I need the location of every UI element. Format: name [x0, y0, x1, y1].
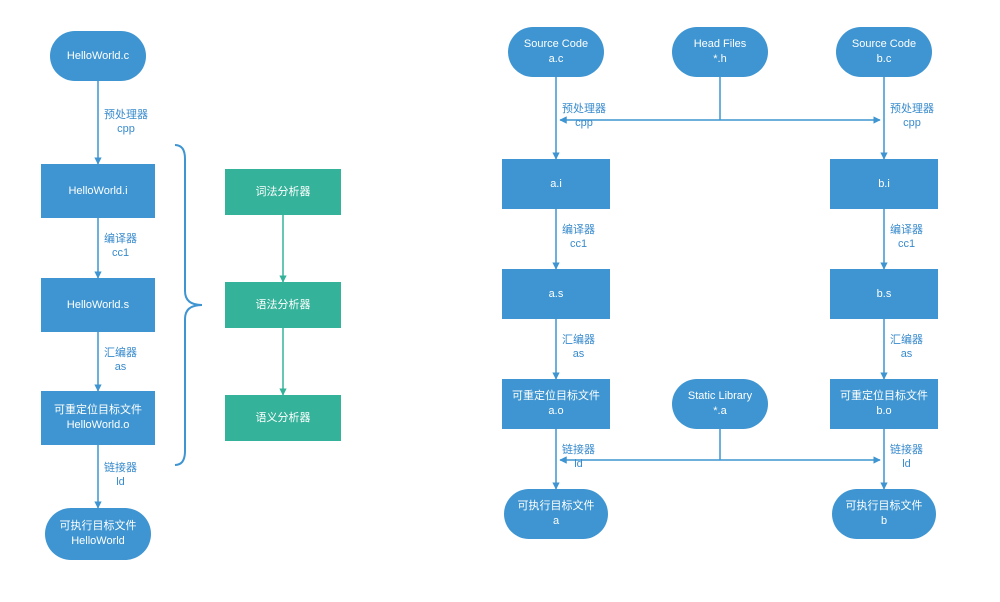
edge-label-le2: 汇编器as: [104, 346, 137, 375]
edge-label-line2: cpp: [104, 122, 148, 136]
edge-label-line1: 预处理器: [562, 102, 606, 116]
node-label-line2: *.h: [713, 52, 726, 67]
edge-label-ae2: 汇编器as: [562, 333, 595, 362]
edge-label-line2: as: [890, 347, 923, 361]
node-label-line2: a.o: [548, 404, 563, 419]
node-l1: HelloWorld.i: [41, 164, 155, 218]
edge-label-be1: 编译器cc1: [890, 223, 923, 252]
node-a2: a.s: [502, 269, 610, 319]
edge-label-line1: 链接器: [562, 443, 595, 457]
node-label-line1: Head Files: [694, 37, 747, 52]
edge-label-line2: as: [562, 347, 595, 361]
node-b1: b.i: [830, 159, 938, 209]
edge-label-line1: 汇编器: [562, 333, 595, 347]
node-l2: HelloWorld.s: [41, 278, 155, 332]
edge-label-le1: 编译器cc1: [104, 232, 137, 261]
node-label: 语义分析器: [256, 411, 311, 426]
edge-label-line2: cpp: [890, 116, 934, 130]
node-m0: Head Files*.h: [672, 27, 768, 77]
edge-label-be3: 链接器ld: [890, 443, 923, 472]
edge-label-line1: 汇编器: [890, 333, 923, 347]
node-a0: Source Codea.c: [508, 27, 604, 77]
edge-label-be2: 汇编器as: [890, 333, 923, 362]
edge-label-line1: 编译器: [104, 232, 137, 246]
node-label-line2: a.c: [549, 52, 564, 67]
edge-label-line1: 链接器: [890, 443, 923, 457]
edge-label-line1: 编译器: [562, 223, 595, 237]
node-label-line2: a: [553, 514, 559, 529]
node-g0: 词法分析器: [225, 169, 341, 215]
node-label-line1: a.s: [549, 287, 564, 302]
edge-label-le3: 链接器ld: [104, 461, 137, 490]
edge-label-line2: cpp: [562, 116, 606, 130]
edge-label-line2: cc1: [104, 246, 137, 260]
node-b0: Source Codeb.c: [836, 27, 932, 77]
node-label-line1: HelloWorld.s: [67, 298, 129, 313]
node-a1: a.i: [502, 159, 610, 209]
node-a4: 可执行目标文件a: [504, 489, 608, 539]
node-label-line2: *.a: [713, 404, 726, 419]
node-b2: b.s: [830, 269, 938, 319]
node-label-line1: b.i: [878, 177, 890, 192]
node-label-line2: b: [881, 514, 887, 529]
node-label-line1: HelloWorld.i: [68, 184, 127, 199]
node-b4: 可执行目标文件b: [832, 489, 936, 539]
node-label-line1: a.i: [550, 177, 562, 192]
node-g1: 语法分析器: [225, 282, 341, 328]
node-b3: 可重定位目标文件b.o: [830, 379, 938, 429]
edge-label-ae1: 编译器cc1: [562, 223, 595, 252]
node-g2: 语义分析器: [225, 395, 341, 441]
edge-label-line2: as: [104, 360, 137, 374]
node-label-line1: 可重定位目标文件: [840, 389, 928, 404]
edge-label-line1: 链接器: [104, 461, 137, 475]
edge-label-line1: 预处理器: [104, 108, 148, 122]
node-label-line1: Static Library: [688, 389, 752, 404]
node-label-line1: 可执行目标文件: [846, 499, 923, 514]
edge-label-line2: ld: [104, 475, 137, 489]
edge-label-line2: ld: [890, 457, 923, 471]
node-a3: 可重定位目标文件a.o: [502, 379, 610, 429]
node-label-line1: 可执行目标文件: [60, 519, 137, 534]
node-label-line2: b.c: [877, 52, 892, 67]
node-label-line1: 可重定位目标文件: [512, 389, 600, 404]
edge-label-ae0: 预处理器cpp: [562, 102, 606, 131]
node-l3: 可重定位目标文件HelloWorld.o: [41, 391, 155, 445]
edge-label-line1: 预处理器: [890, 102, 934, 116]
edge-label-ae3: 链接器ld: [562, 443, 595, 472]
node-label-line2: HelloWorld: [71, 534, 125, 549]
edge-label-line2: cc1: [890, 237, 923, 251]
node-label-line1: Source Code: [524, 37, 588, 52]
edge-label-line2: cc1: [562, 237, 595, 251]
node-label: 词法分析器: [256, 185, 311, 200]
node-label: 语法分析器: [256, 298, 311, 313]
node-m1: Static Library*.a: [672, 379, 768, 429]
node-l4: 可执行目标文件HelloWorld: [45, 508, 151, 560]
node-label-line1: 可重定位目标文件: [54, 403, 142, 418]
edge-label-line2: ld: [562, 457, 595, 471]
node-label-line1: 可执行目标文件: [518, 499, 595, 514]
edge-label-be0: 预处理器cpp: [890, 102, 934, 131]
node-label-line1: Source Code: [852, 37, 916, 52]
node-label-line2: b.o: [876, 404, 891, 419]
edge-label-line1: 编译器: [890, 223, 923, 237]
node-label-line1: b.s: [877, 287, 892, 302]
node-label-line1: HelloWorld.c: [67, 49, 129, 64]
node-l0: HelloWorld.c: [50, 31, 146, 81]
node-label-line2: HelloWorld.o: [67, 418, 130, 433]
edge-label-le0: 预处理器cpp: [104, 108, 148, 137]
edge-label-line1: 汇编器: [104, 346, 137, 360]
